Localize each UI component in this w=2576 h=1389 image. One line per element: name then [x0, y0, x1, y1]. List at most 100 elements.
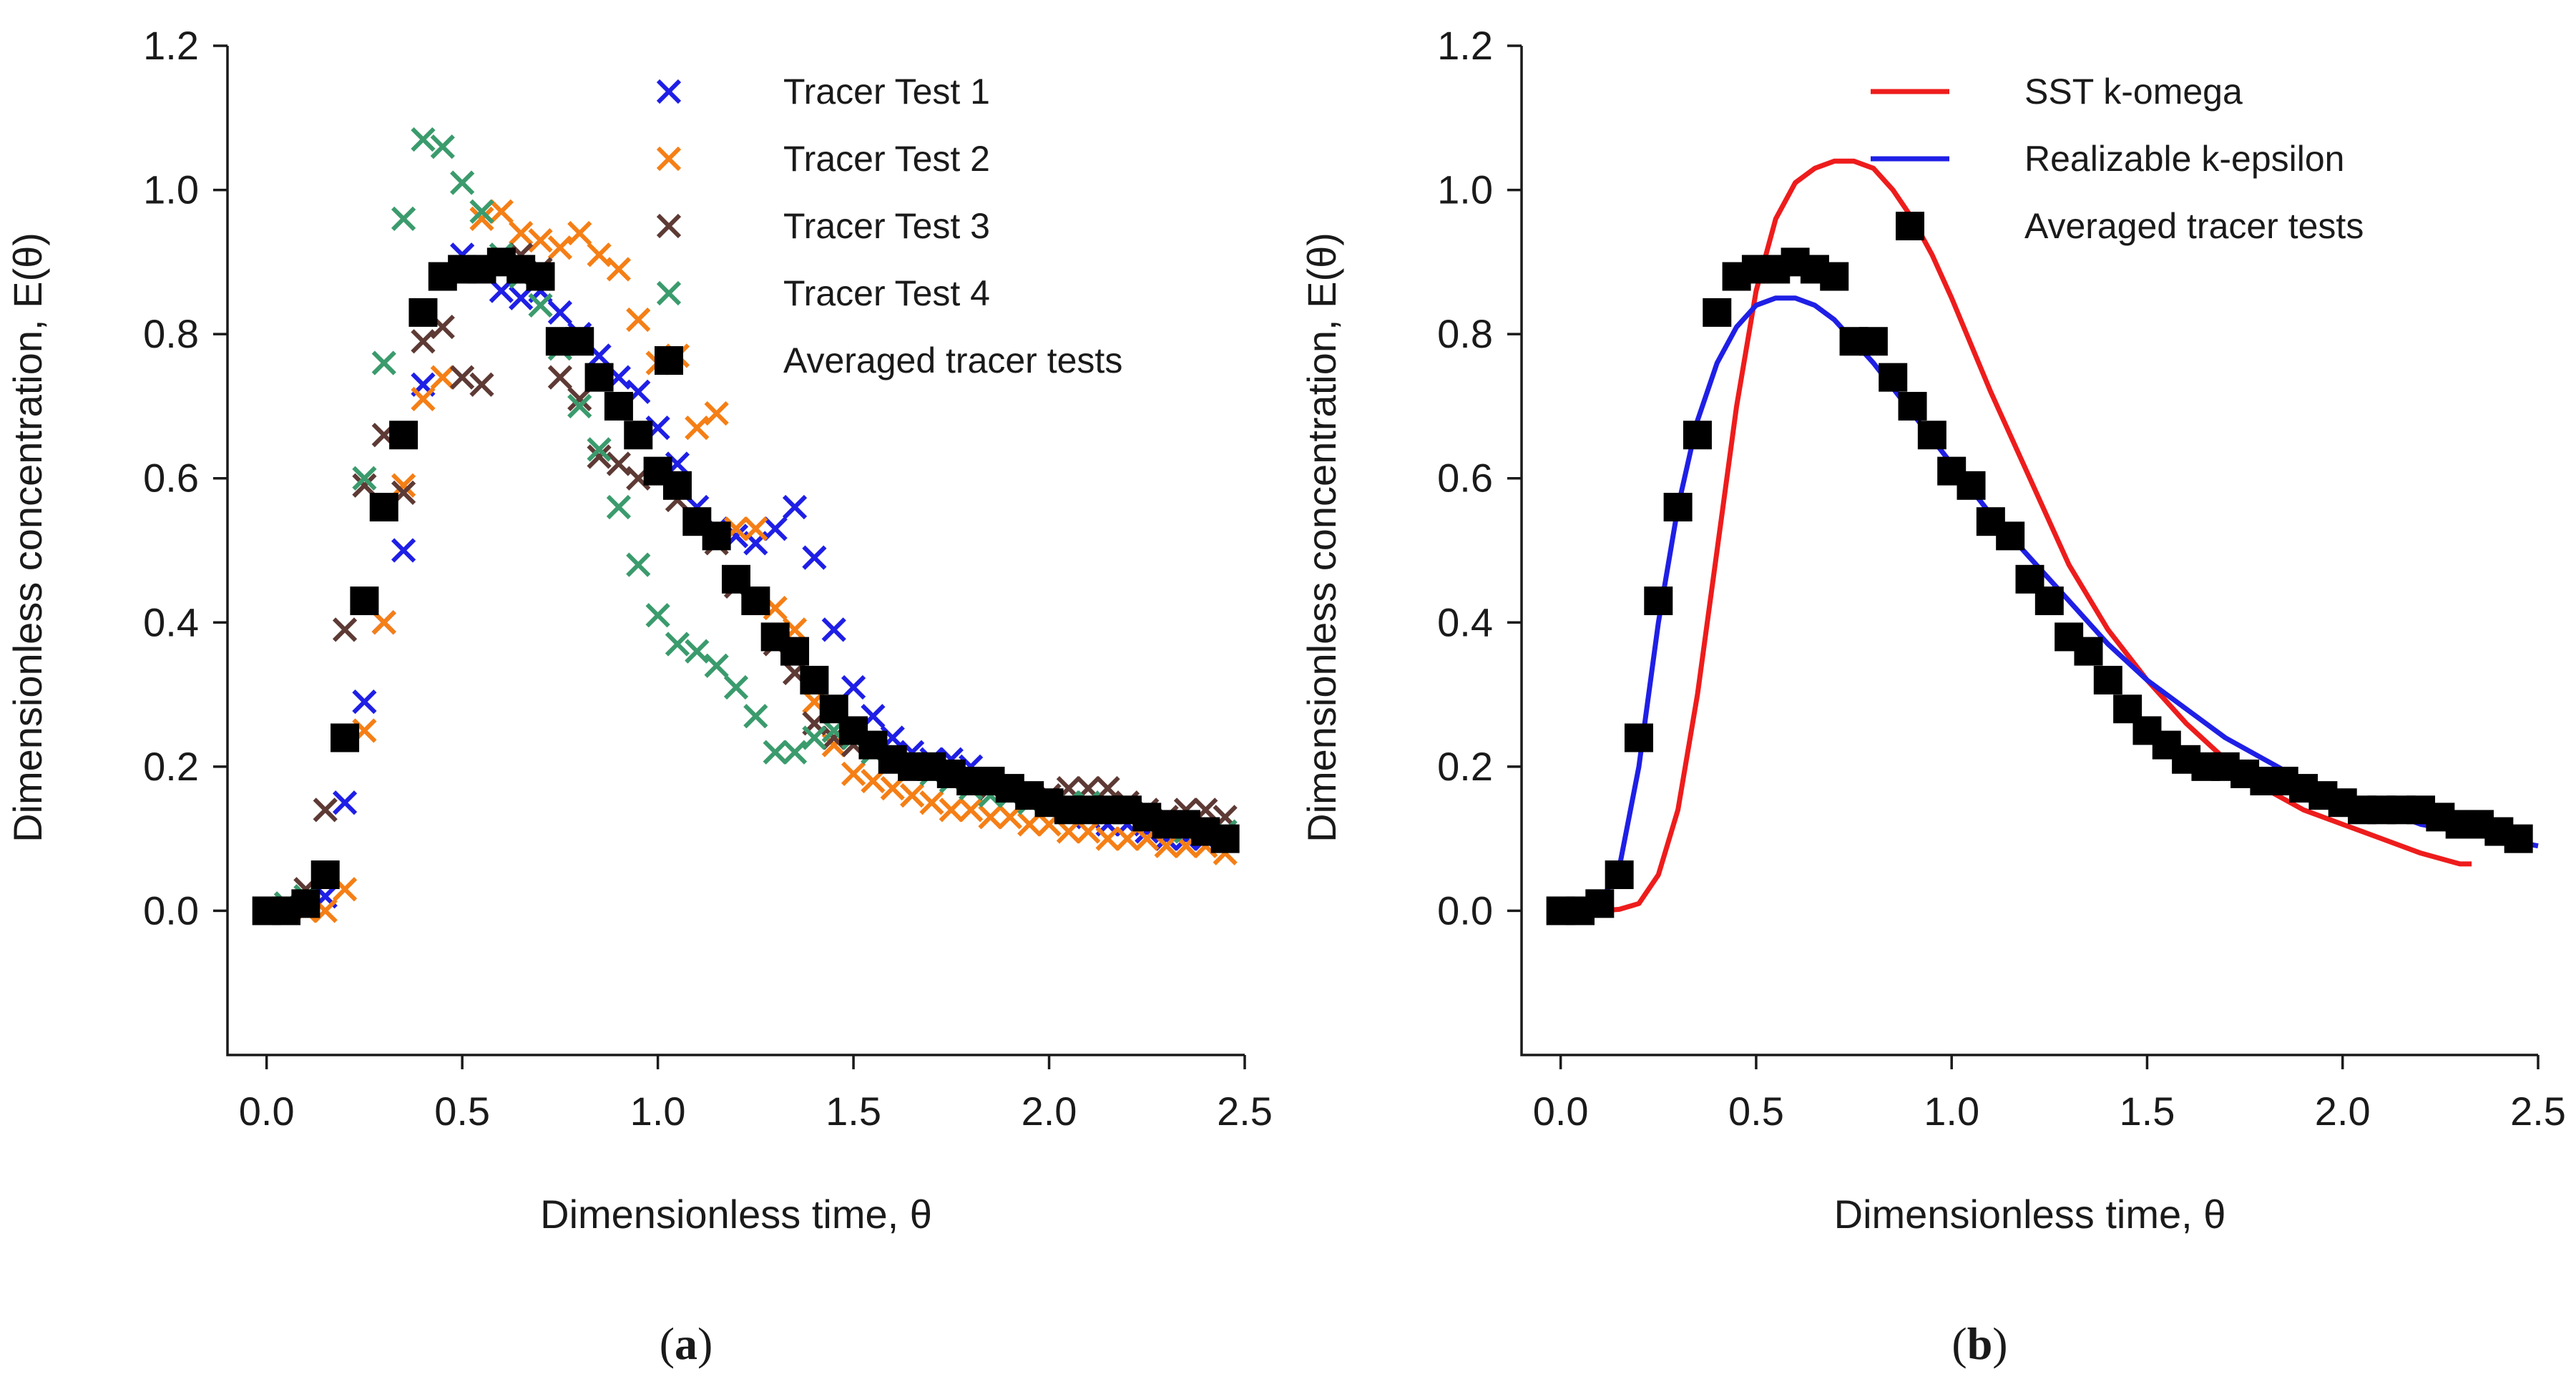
pa-tracer-test-1-point — [547, 300, 573, 325]
pa-averaged-tracer-tests-point — [1210, 824, 1240, 853]
pa-tracer-test-1-point — [352, 689, 377, 715]
pa-legend-label-tracer-test-2: Tracer Test 2 — [783, 139, 990, 179]
pa-tracer-test-2-point — [978, 805, 1003, 830]
pa-axes-frame — [226, 46, 1245, 1056]
pa-x-tick-label: 2.0 — [1022, 1089, 1077, 1134]
pa-tracer-test-3-point — [1095, 775, 1120, 801]
pa-tracer-test-4-point — [430, 134, 455, 159]
pb-averaged-tracer-tests-point — [1624, 723, 1653, 752]
pa-tracer-test-4-point — [391, 206, 416, 232]
pb-averaged-tracer-tests-point — [2074, 637, 2103, 666]
pa-averaged-tracer-tests-point — [584, 363, 614, 392]
pb-averaged-tracer-tests-point — [1957, 471, 1986, 500]
pb-x-tick-label: 2.0 — [2315, 1089, 2371, 1134]
pa-tracer-test-2-point — [1056, 819, 1082, 844]
pb-y-tick-label: 1.0 — [1437, 167, 1493, 212]
pa-tracer-test-2-point — [587, 242, 612, 268]
pa-x-tick-label: 2.5 — [1217, 1089, 1273, 1134]
pa-tracer-test-4-point — [469, 199, 494, 224]
pa-tracer-test-3-point — [547, 365, 573, 390]
panel-b-chart: 0.0 0.2 0.4 0.6 0.8 1.0 1.2 0.0 0.5 1.0 1.5 2.0 2.5 D… — [1299, 23, 2566, 1369]
pb-averaged-tracer-tests-point — [1683, 421, 1712, 450]
pa-tracer-test-2-point — [899, 783, 925, 808]
pa-averaged-tracer-tests-point — [350, 586, 379, 616]
pa-tracer-test-2-point — [861, 768, 886, 794]
pb-averaged-tracer-tests-point — [1703, 298, 1732, 327]
pa-tracer-test-2-point — [567, 220, 592, 246]
pa-legend-swatch-tracer-test-4 — [656, 280, 682, 306]
pa-legend-label-tracer-test-3: Tracer Test 3 — [783, 206, 990, 246]
pa-tracer-test-2-point — [997, 805, 1022, 830]
pa-tracer-test-4-point — [371, 350, 396, 376]
pa-tracer-test-2-point — [841, 761, 866, 787]
pa-legend-swatch-tracer-test-3 — [656, 213, 682, 239]
pa-y-tick-label: 0.6 — [143, 456, 199, 501]
pa-tracer-test-3-point — [606, 451, 632, 476]
pb-y-axis-title: Dimensionless concentration, E(θ) — [1299, 232, 1344, 843]
pb-y-tick-label: 0.0 — [1437, 888, 1493, 933]
pa-tracer-test-2-point — [430, 365, 455, 390]
pb-averaged-tracer-tests-point — [2504, 824, 2533, 853]
pa-averaged-tracer-tests-point — [369, 493, 398, 522]
pa-legend-label-tracer-test-1: Tracer Test 1 — [783, 72, 990, 112]
pa-y-tick-label: 0.4 — [143, 599, 199, 644]
pb-y-tick-label: 0.4 — [1437, 599, 1493, 644]
pa-tracer-test-4-point — [743, 704, 768, 729]
pa-tracer-test-2-point — [606, 257, 632, 282]
pb-averaged-tracer-tests-point — [1585, 889, 1615, 918]
pa-tracer-test-4-point — [352, 466, 377, 491]
pa-tracer-test-2-point — [939, 797, 964, 823]
pa-tracer-test-2-point — [743, 516, 768, 541]
pa-averaged-tracer-tests-point — [389, 421, 418, 450]
pa-tracer-test-1-point — [782, 494, 808, 520]
pb-axes-frame — [1520, 46, 2538, 1056]
pa-averaged-tracer-tests-point — [291, 889, 320, 918]
pa-tracer-test-4-point — [782, 740, 808, 765]
pb-averaged-tracer-tests-point — [1605, 860, 1634, 890]
pa-x-axis-title: Dimensionless time, θ — [540, 1192, 932, 1237]
pa-tracer-test-3-point — [469, 372, 494, 397]
pa-series-averaged-tracer-tests — [252, 247, 1240, 926]
pa-averaged-tracer-tests-point — [800, 665, 829, 694]
pa-tracer-test-2-point — [1115, 826, 1140, 851]
pb-y-tick-label: 0.2 — [1437, 744, 1493, 789]
pb-legend: SST k-omega Realizable k-epsilon Averaged … — [1871, 72, 2364, 246]
pa-tracer-test-3-point — [567, 386, 592, 411]
pb-averaged-tracer-tests-point — [2034, 586, 2064, 616]
pa-x-tick-label: 0.5 — [434, 1089, 490, 1134]
pa-tracer-test-2-point — [1076, 819, 1101, 844]
pb-averaged-tracer-tests-point — [1820, 262, 1849, 291]
pa-x-tick-label: 1.5 — [826, 1089, 881, 1134]
pa-x-tick-label: 1.0 — [630, 1089, 686, 1134]
pa-averaged-tracer-tests-point — [702, 521, 731, 551]
pa-tracer-test-4-point — [723, 674, 749, 700]
pa-legend-swatch-averaged-tracer-tests — [655, 346, 683, 375]
pa-tracer-test-2-point — [1095, 826, 1120, 851]
pa-tracer-test-4-point — [587, 437, 612, 462]
pb-averaged-tracer-tests-point — [1917, 421, 1946, 450]
pa-legend-label-tracer-test-4: Tracer Test 4 — [783, 273, 990, 313]
pa-averaged-tracer-tests-point — [624, 421, 653, 450]
pa-tracer-test-2-point — [547, 235, 573, 260]
pb-x-tick-label: 1.5 — [2120, 1089, 2175, 1134]
pa-tracer-test-1-point — [763, 516, 788, 541]
pa-tracer-test-4-point — [450, 170, 475, 195]
pa-averaged-tracer-tests-point — [408, 298, 438, 327]
pa-averaged-tracer-tests-point — [330, 723, 360, 752]
pa-tracer-test-2-point — [469, 206, 494, 232]
pb-legend-label-realizable-k-epsilon: Realizable k-epsilon — [2024, 139, 2344, 179]
pa-tracer-test-3-point — [587, 444, 612, 469]
pb-averaged-tracer-tests-point — [1663, 493, 1693, 522]
pa-tracer-test-2-point — [411, 386, 436, 411]
pb-averaged-tracer-tests-point — [1996, 521, 2025, 551]
pa-averaged-tracer-tests-point — [604, 391, 633, 421]
pa-tracer-test-2-point — [371, 610, 396, 635]
pa-y-tick-label: 0.0 — [143, 888, 199, 933]
pa-tracer-test-4-point — [802, 725, 827, 750]
pb-sst-k-omega-line — [1560, 158, 2472, 913]
pa-tracer-test-1-point — [821, 617, 846, 642]
pa-tracer-test-2-point — [919, 790, 944, 815]
pa-tracer-test-4-point — [763, 740, 788, 765]
pa-y-axis-title: Dimensionless concentration, E(θ) — [5, 232, 50, 843]
pa-x-tick-label: 0.0 — [239, 1089, 295, 1134]
